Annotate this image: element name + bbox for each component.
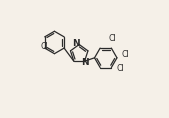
Text: N: N <box>73 39 80 48</box>
Text: Cl: Cl <box>116 64 124 73</box>
Text: Cl: Cl <box>108 34 116 43</box>
Text: Cl: Cl <box>122 50 130 59</box>
Text: N: N <box>81 58 89 67</box>
Text: Cl: Cl <box>41 42 49 51</box>
